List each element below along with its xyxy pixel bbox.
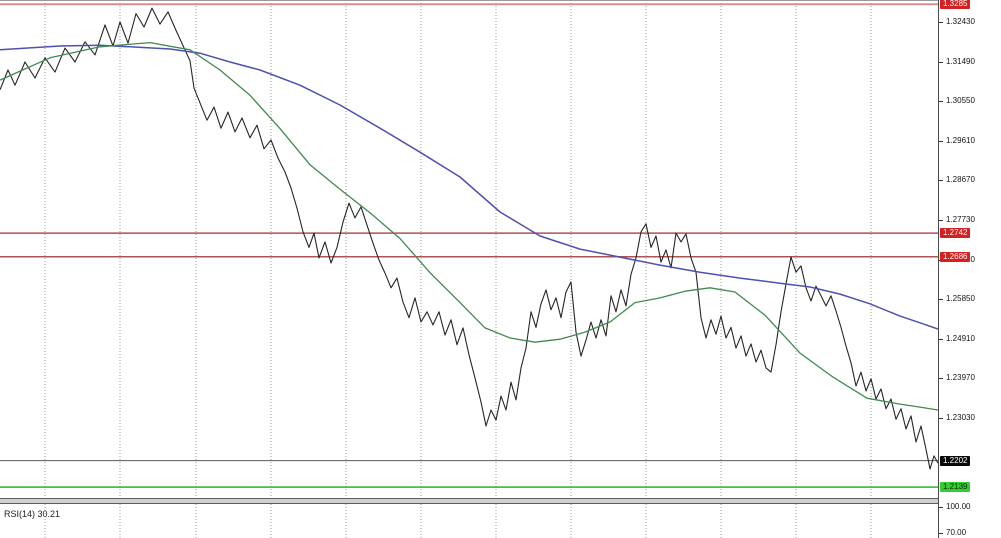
rsi-axis-label: 70.00 — [946, 528, 967, 537]
y-axis-label: 1.29610 — [946, 135, 975, 145]
ma-slow-blue-line[interactable] — [0, 44, 938, 330]
y-axis-label: 1.23030 — [946, 413, 975, 422]
rsi-indicator-panel[interactable]: RSI(14) 30.21 — [0, 504, 938, 538]
y-axis-label: 1.30550 — [946, 96, 975, 106]
y-axis-tick — [939, 339, 943, 340]
y-axis-tick — [939, 299, 943, 300]
y-axis-tick — [939, 62, 943, 63]
y-axis-tick — [939, 220, 943, 221]
rsi-indicator-label: RSI(14) 30.21 — [4, 509, 61, 519]
y-axis-label: 1.24910 — [946, 333, 975, 343]
y-axis-label: 1.28670 — [946, 175, 975, 185]
price-tag-current-price-line: 1.2202 — [940, 455, 971, 466]
price-tag-hline-upper: 1.3285 — [940, 0, 971, 10]
y-axis-label: 1.27730 — [946, 214, 975, 224]
y-axis-tick — [939, 22, 943, 23]
chart-svg — [0, 0, 938, 538]
price-tag-hline-resistance-2: 1.2686 — [940, 251, 971, 262]
rsi-axis-tick — [939, 533, 943, 534]
y-axis-tick — [939, 418, 943, 419]
y-axis-label: 1.23970 — [946, 373, 975, 383]
ma-fast-green-line[interactable] — [0, 41, 938, 411]
price-axis[interactable]: 1.32430 1.31490 1.30550 1.29610 1.28670 1.277… — [938, 0, 1001, 538]
price-line — [0, 7, 938, 470]
price-chart-canvas[interactable] — [0, 0, 938, 538]
y-axis-label: 1.25850 — [946, 294, 975, 304]
panel-separator[interactable] — [0, 498, 938, 504]
y-axis-tick — [939, 101, 943, 102]
y-axis-label: 1.31490 — [946, 56, 975, 66]
y-axis-tick — [939, 180, 943, 181]
price-tag-hline-support: 1.2139 — [940, 482, 971, 493]
rsi-axis-tick — [939, 507, 943, 508]
rsi-axis-label: 100.00 — [946, 502, 971, 511]
price-tag-hline-resistance-1: 1.2742 — [940, 228, 971, 239]
y-axis-tick — [939, 141, 943, 142]
window-top-edge — [0, 0, 1001, 1]
y-axis-tick — [939, 378, 943, 379]
y-axis-label: 1.32430 — [946, 16, 975, 26]
